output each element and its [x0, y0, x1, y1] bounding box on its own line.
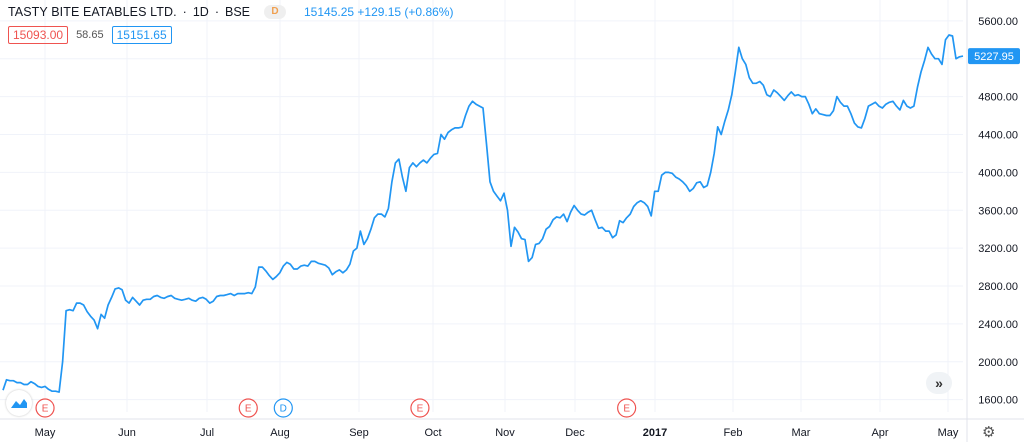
- event-circle: [35, 398, 55, 418]
- x-tick-label: Dec: [565, 427, 585, 439]
- x-tick-label: May: [35, 427, 56, 439]
- y-axis: 1600.00 2000.00 2400.00 2800.00 3200.00 3600.…: [978, 16, 1018, 407]
- bid-value: 15093.00: [8, 26, 69, 44]
- price-quote: 15145.25 +129.15 (+0.86%): [304, 5, 454, 19]
- dividend-marker[interactable]: D: [273, 398, 293, 418]
- x-tick-label: Nov: [495, 427, 515, 439]
- x-axis: May Jun Jul Aug Sep Oct Nov Dec 2017 Feb Mar Apr May: [35, 427, 959, 439]
- earnings-marker[interactable]: E: [617, 398, 637, 418]
- x-tick-label: Sep: [349, 427, 369, 439]
- event-label: D: [280, 404, 287, 415]
- y-tick-label: 4000.00: [978, 167, 1018, 179]
- legend-separator: ·: [214, 5, 219, 19]
- logo-glyph-icon: [11, 399, 27, 408]
- spread-value: 58.65: [76, 29, 104, 41]
- earnings-marker[interactable]: E: [238, 398, 258, 418]
- gear-icon[interactable]: ⚙: [982, 424, 996, 441]
- x-tick-label: Feb: [724, 427, 743, 439]
- legend-separator: ·: [182, 5, 187, 19]
- x-tick-label: Mar: [792, 427, 811, 439]
- price-values-row: 15093.00 58.65 15151.65: [8, 26, 172, 44]
- x-tick-label: Jul: [200, 427, 214, 439]
- last-value-label: 5227.95: [974, 51, 1014, 63]
- y-tick-label: 2800.00: [978, 281, 1018, 293]
- y-tick-label: 2000.00: [978, 357, 1018, 369]
- price-series-line: [2, 34, 964, 393]
- last-value-marker: 5227.95: [968, 48, 1020, 65]
- ask-value: 15151.65: [111, 26, 172, 44]
- x-tick-label: Oct: [424, 427, 441, 439]
- y-tick-label: 2400.00: [978, 319, 1018, 331]
- y-tick-label: 4800.00: [978, 92, 1018, 104]
- tradingview-logo-icon[interactable]: [6, 390, 32, 416]
- event-circle: [617, 398, 637, 418]
- event-circle: [238, 398, 258, 418]
- last-value-box: [968, 48, 1020, 65]
- x-tick-label: Apr: [871, 427, 888, 439]
- badge-label: D: [271, 6, 279, 17]
- event-circle: [273, 398, 293, 418]
- x-tick-label: 2017: [643, 427, 667, 439]
- interval-label[interactable]: 1D: [192, 5, 209, 19]
- event-label: E: [623, 404, 630, 415]
- chevron-double-right-icon: »: [935, 375, 943, 391]
- event-label: E: [42, 404, 49, 415]
- event-label: E: [245, 404, 252, 415]
- chart-legend: TASTY BITE EATABLES LTD. · 1D · BSE D 15…: [8, 5, 453, 19]
- scroll-to-realtime-button[interactable]: »: [926, 372, 952, 394]
- event-label: E: [417, 404, 424, 415]
- y-tick-label: 3200.00: [978, 243, 1018, 255]
- event-circle: [410, 398, 430, 418]
- y-tick-label: 4400.00: [978, 129, 1018, 141]
- y-tick-label: 3600.00: [978, 205, 1018, 217]
- y-tick-label: 5600.00: [978, 16, 1018, 28]
- dividend-badge[interactable]: D: [264, 5, 286, 19]
- y-tick-label: 1600.00: [978, 395, 1018, 407]
- earnings-marker[interactable]: E: [35, 398, 55, 418]
- x-tick-label: Jun: [118, 427, 136, 439]
- x-tick-label: May: [938, 427, 959, 439]
- x-tick-label: Aug: [270, 427, 290, 439]
- exchange-label: BSE: [224, 5, 250, 19]
- symbol-title[interactable]: TASTY BITE EATABLES LTD.: [8, 5, 177, 19]
- earnings-marker[interactable]: E: [410, 398, 430, 418]
